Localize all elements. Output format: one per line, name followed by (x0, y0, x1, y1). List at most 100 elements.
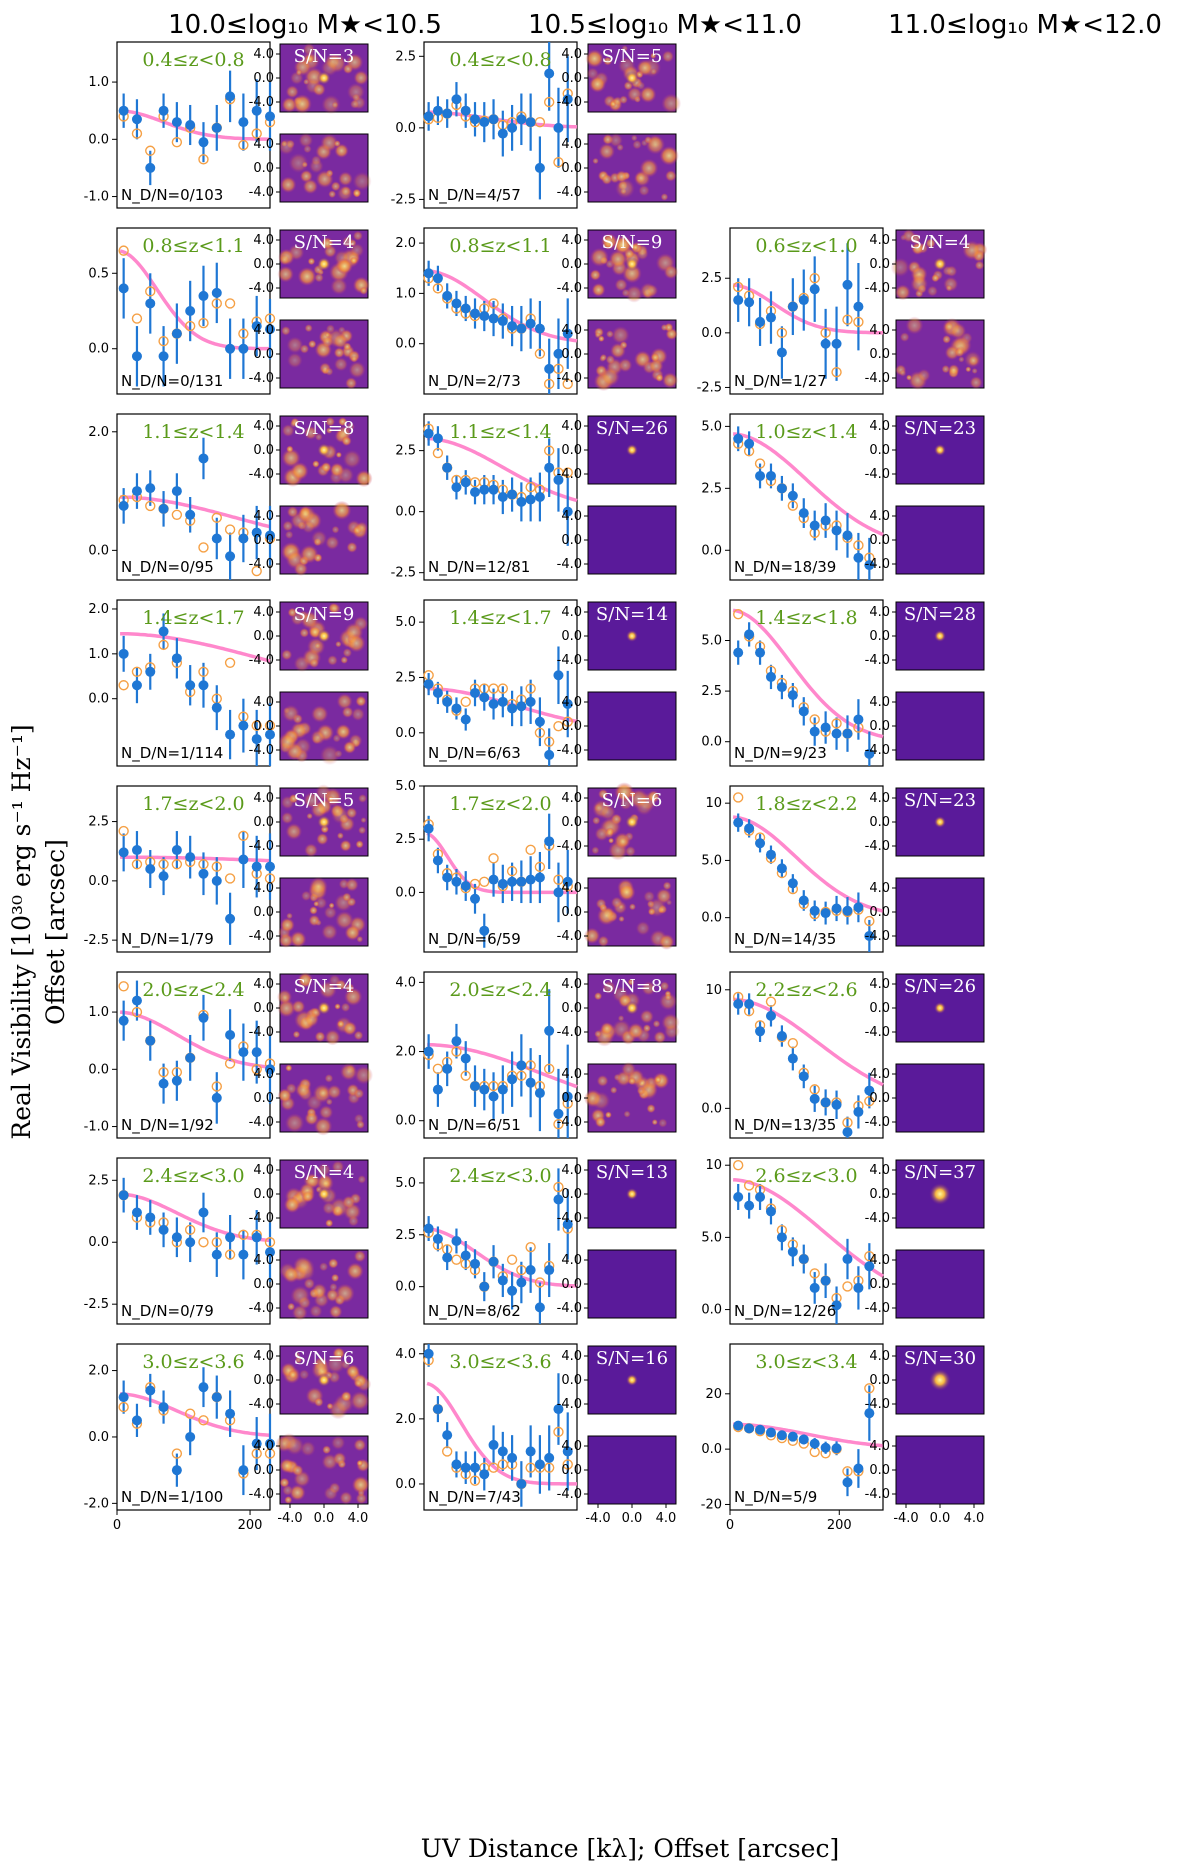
open-point (488, 298, 499, 309)
filled-point (842, 1127, 853, 1138)
noise-blob (355, 469, 373, 488)
noise-blob (894, 284, 911, 301)
noise-blob (315, 170, 334, 188)
residual-map: 4.0 0.0 -4.0 (865, 316, 985, 390)
filled-point (470, 893, 480, 904)
noise-blob (658, 933, 675, 950)
noise-blob (286, 912, 293, 920)
noise-blob (639, 158, 659, 178)
model-curve (732, 997, 884, 1087)
map-frame (895, 1063, 985, 1133)
map-y-tick-label: -4.0 (865, 839, 890, 854)
map-y-tick-label: -4.0 (557, 1025, 582, 1040)
source-spot (625, 1001, 639, 1015)
filled-point (516, 701, 527, 712)
noise-blob (357, 1175, 367, 1184)
noise-blob (945, 265, 958, 278)
filled-point (765, 1010, 776, 1021)
noise-blob (629, 791, 636, 798)
filled-point (507, 321, 518, 332)
filled-point (820, 1442, 831, 1453)
open-point (853, 316, 864, 328)
noise-blob (320, 133, 339, 152)
filled-point (131, 680, 142, 691)
panel-redshift-label: 2.4≤z<3.0 (142, 1165, 244, 1187)
filled-point (198, 868, 209, 879)
open-point (488, 1462, 499, 1473)
filled-point (479, 1084, 490, 1095)
noise-blob (286, 336, 304, 354)
noise-blob (280, 176, 297, 193)
y-tick-label: 2.5 (701, 481, 722, 496)
noise-blob (326, 1084, 342, 1100)
map-frame (895, 1435, 985, 1505)
noise-blob (280, 993, 290, 1003)
filled-point (479, 1281, 490, 1292)
y-tick-label: 0.0 (395, 885, 416, 900)
noise-blob (910, 275, 929, 293)
panel-detection-label: N_D/N=1/79 (121, 930, 214, 949)
noise-blob (358, 826, 367, 835)
filled-point (131, 1415, 142, 1426)
x-tick-label: 200 (827, 1518, 852, 1533)
noise-blob (324, 1073, 334, 1083)
noise-blob (346, 1262, 364, 1280)
filled-point (251, 1232, 262, 1243)
map-y-tick-label: 4.0 (561, 1253, 582, 1268)
noise-blob (321, 923, 338, 941)
noise-blob (608, 249, 628, 269)
noise-blob (641, 981, 656, 996)
open-point (543, 378, 555, 390)
filled-point (525, 1265, 536, 1276)
noise-blob (623, 1110, 631, 1118)
noise-blob (331, 101, 339, 109)
noise-blob (328, 1258, 339, 1269)
filled-point (534, 323, 545, 334)
noise-blob (304, 843, 318, 858)
map-y-tick-label: 0.0 (253, 1001, 274, 1016)
map-y-tick-label: 4.0 (561, 1349, 582, 1364)
signal-to-noise-label: S/N=4 (294, 976, 355, 997)
map-y-tick-label: 4.0 (869, 695, 890, 710)
noise-blob (944, 345, 960, 361)
noise-blob (615, 170, 628, 183)
open-point (184, 1408, 196, 1419)
filled-point (776, 1031, 787, 1042)
map-y-tick-label: 0.0 (253, 1277, 274, 1292)
filled-point (238, 1465, 249, 1476)
open-point (158, 639, 169, 651)
filled-point (842, 728, 853, 739)
noise-blob (317, 1087, 330, 1099)
filled-point (145, 864, 156, 874)
column-header-2: 10.5≤log₁₀ M★<11.0 (528, 10, 802, 40)
residual-map: 4.0 0.0 -4.0 (865, 1249, 985, 1319)
noise-blob (285, 1436, 304, 1456)
noise-blob (325, 1098, 333, 1106)
source-spot (933, 257, 947, 271)
filled-point (265, 729, 275, 740)
residual-map: 4.0 0.0 -4.0 (249, 319, 369, 390)
panel-redshift-label: 1.1≤z<1.4 (449, 421, 551, 443)
stacked-map: S/N=23 4.0 0.0 -4.0 (865, 787, 985, 857)
noise-blob (284, 530, 294, 540)
source-spot (929, 1369, 951, 1391)
signal-to-noise-label: S/N=4 (294, 1162, 355, 1183)
y-tick-label: 0.0 (395, 337, 416, 352)
stacked-map: S/N=9 4.0 0.0 -4.0 (557, 229, 679, 303)
noise-blob (331, 1160, 345, 1174)
noise-blob (332, 1451, 347, 1466)
open-point (251, 720, 262, 731)
y-tick-label: 0.0 (395, 726, 416, 741)
filled-point (798, 1434, 809, 1445)
stacked-map: S/N=3 4.0 0.0 -4.0 (249, 43, 369, 115)
noise-blob (314, 1397, 324, 1407)
panel-redshift-label: 3.0≤z<3.6 (142, 1351, 244, 1373)
signal-to-noise-label: S/N=8 (294, 418, 355, 439)
panel-redshift-label: 2.0≤z<2.4 (449, 979, 551, 1001)
noise-blob (650, 352, 660, 363)
map-frame (895, 505, 985, 575)
noise-blob (353, 1379, 363, 1388)
filled-point (534, 716, 545, 727)
noise-blob (316, 832, 329, 846)
y-tick-label: 0.0 (88, 1062, 109, 1077)
